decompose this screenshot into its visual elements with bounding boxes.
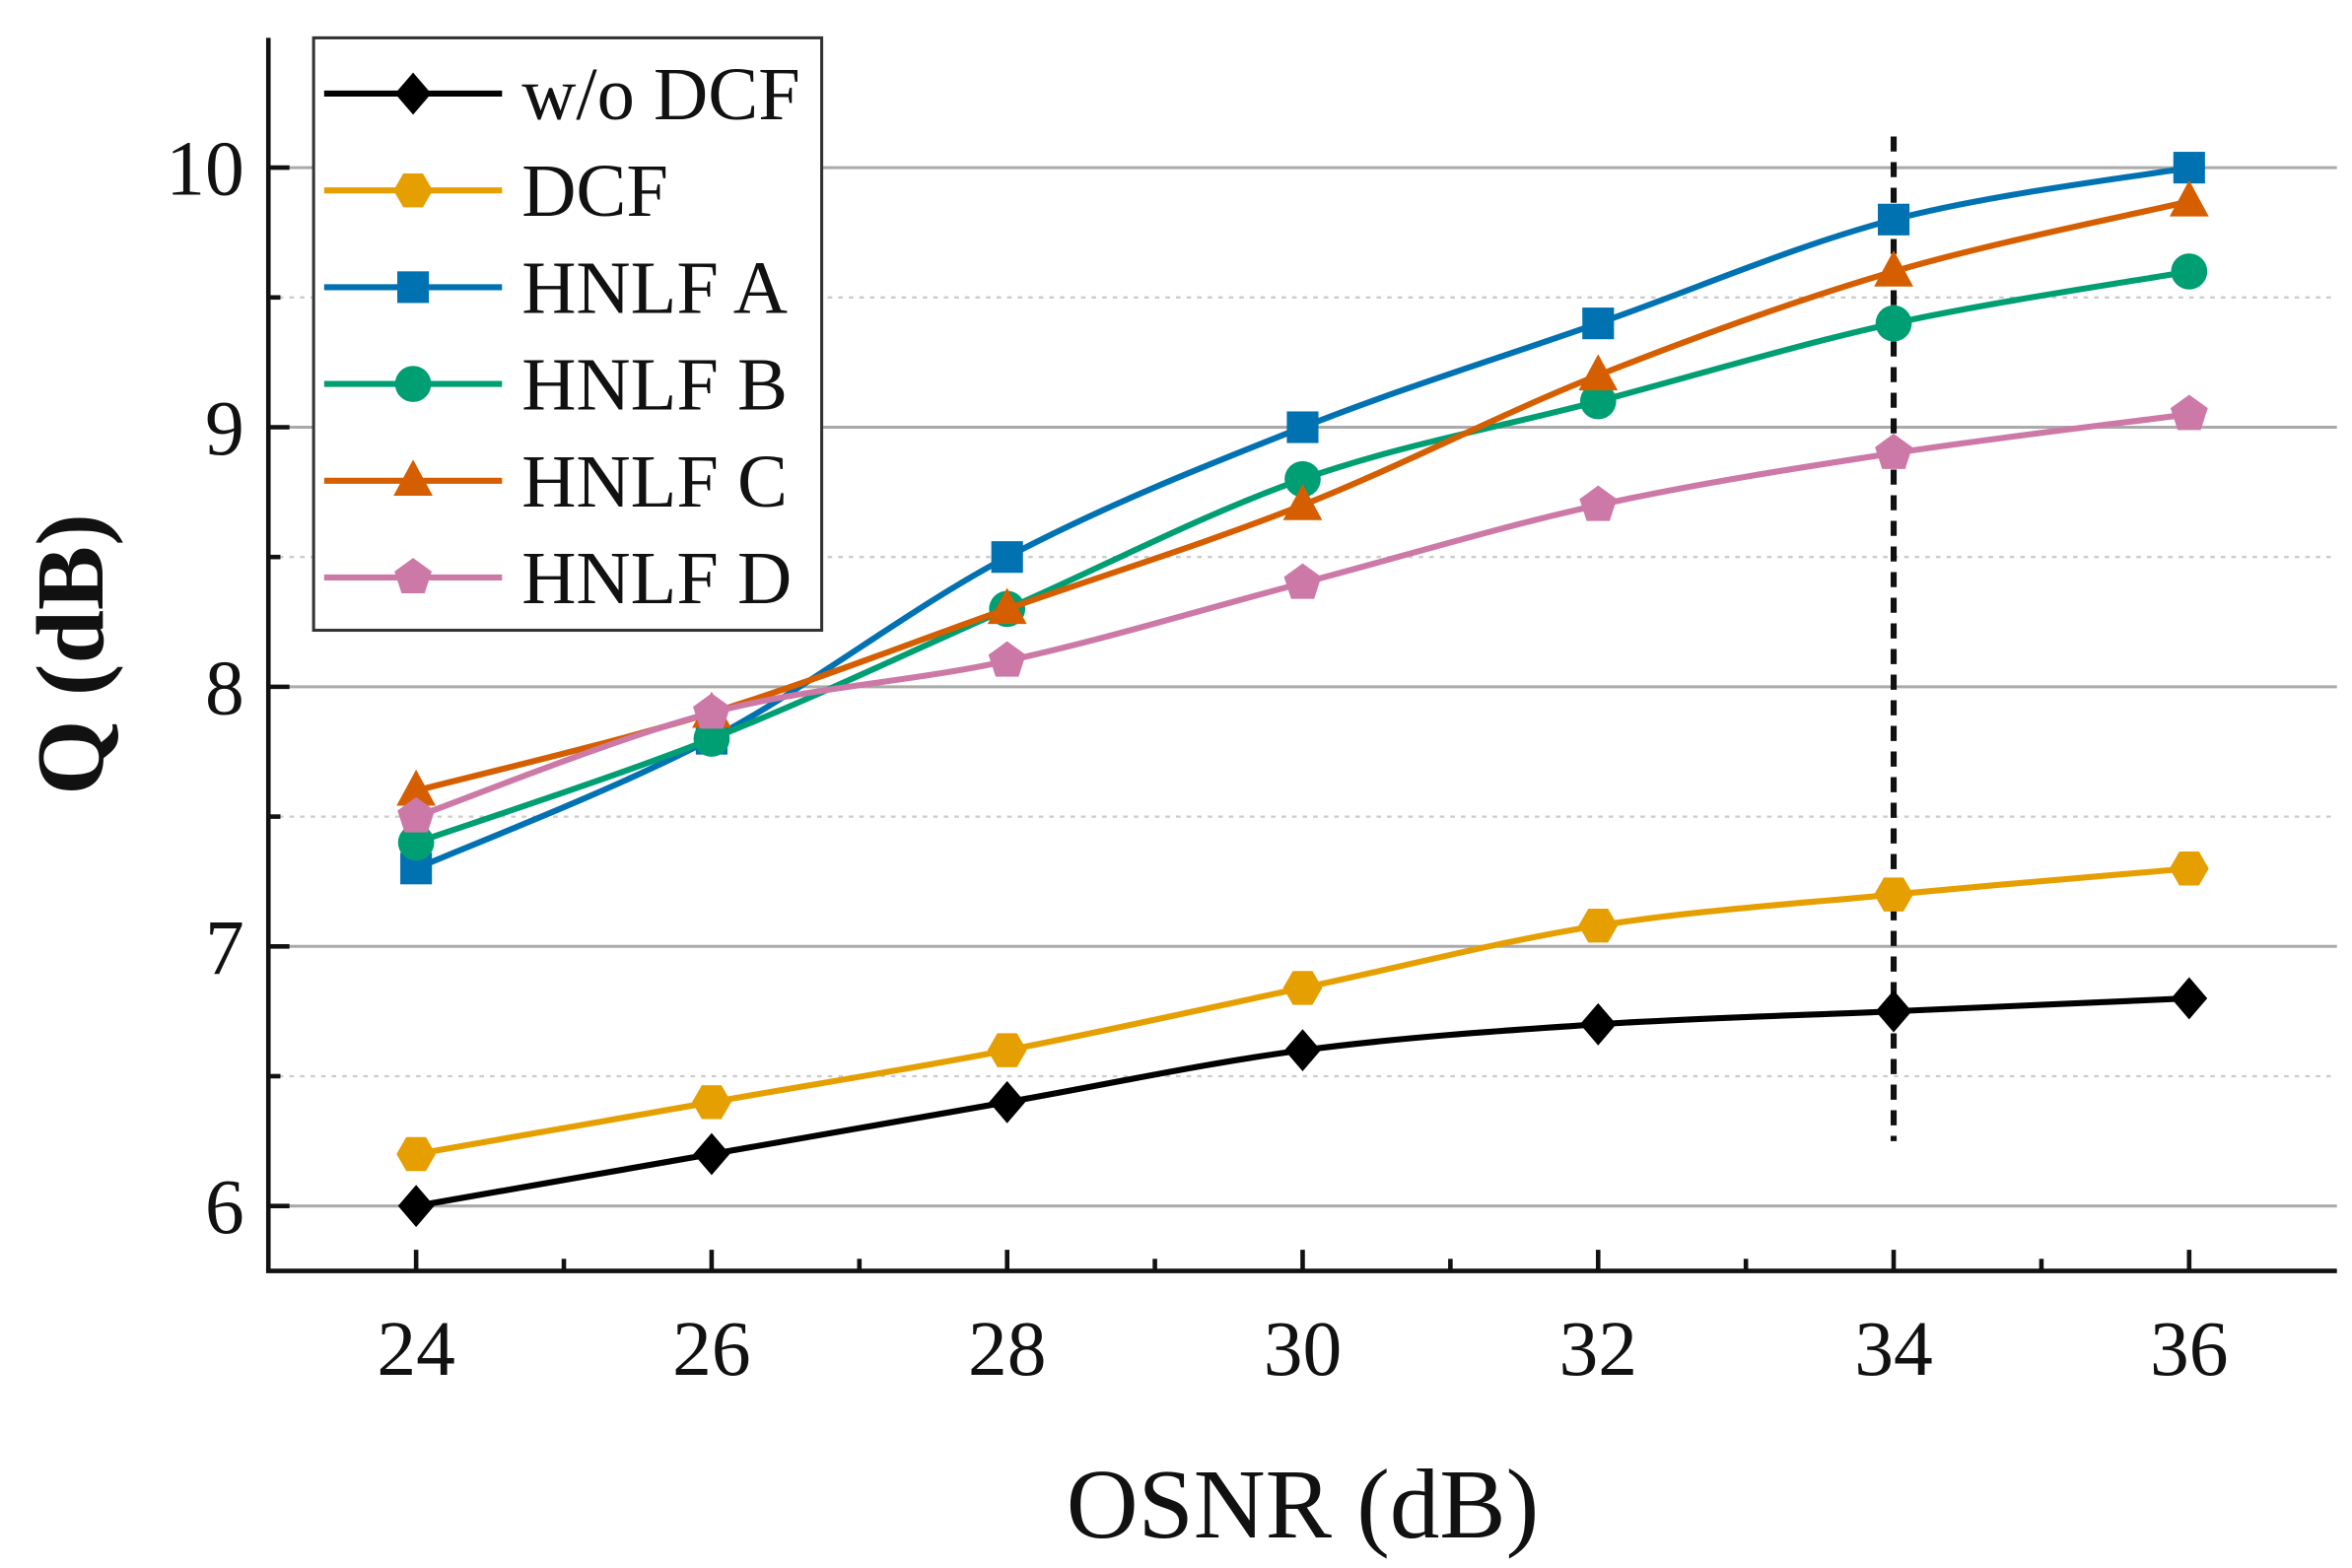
data-point-hnlf-c [1578,354,1619,391]
data-point-hnlf-c [1282,484,1323,520]
legend-marker [397,271,430,304]
legend-label: HNLF A [521,245,788,329]
data-point-hnlf-b [397,824,435,861]
legend-marker [394,366,432,402]
y-tick-label: 10 [166,126,244,213]
data-point-hnlf-d [1875,433,1912,469]
data-point-dcf [692,1085,731,1120]
data-point-w-o-dcf [693,1132,730,1176]
data-point-w-o-dcf [989,1080,1026,1124]
legend-label: w/o DCF [521,52,800,136]
legend-item-hnlf-a: HNLF A [323,245,788,329]
legend-label: HNLF D [521,536,792,620]
series-layer [396,152,2209,1228]
data-point-dcf [396,1136,437,1172]
y-tick-label: 8 [205,645,244,731]
legend-marker [394,558,432,594]
series-dcf [396,852,2209,1172]
series-hnlf-d [397,394,2208,833]
data-point-hnlf-b [1579,382,1617,420]
data-point-w-o-dcf [2171,977,2208,1020]
data-point-hnlf-b [2171,253,2208,290]
series-w-o-dcf [397,977,2208,1228]
legend-marker [393,172,433,208]
data-point-hnlf-b [693,720,730,757]
x-axis-label: OSNR (dB) [1067,1449,1540,1559]
data-point-hnlf-d [2170,394,2208,431]
legend-box [311,35,824,633]
data-point-dcf [1578,908,1619,943]
legend-item-w-o-dcf: w/o DCF [323,52,800,136]
data-point-hnlf-b [1875,305,1912,342]
data-point-hnlf-a [2173,152,2205,184]
data-point-hnlf-c [1874,250,1913,287]
data-point-hnlf-a [1877,203,1910,236]
x-tick-label: 26 [672,1306,751,1393]
data-point-dcf [2169,852,2209,886]
legend-label: DCF [521,149,668,233]
x-tick-label: 34 [1854,1306,1933,1393]
data-point-hnlf-a [1286,411,1319,443]
data-point-hnlf-b [1284,460,1321,498]
x-tick-label: 32 [1558,1306,1637,1393]
legend-item-hnlf-b: HNLF B [323,343,788,427]
legend-item-dcf: DCF [323,149,668,233]
data-point-dcf [987,1033,1027,1067]
legend-item-hnlf-d: HNLF D [323,536,792,620]
legend-label: HNLF C [521,440,788,523]
series-hnlf-b [397,253,2208,861]
legend-marker [393,459,433,497]
data-point-hnlf-a [1582,307,1615,340]
y-axis-label: Q (dB) [18,513,124,795]
legend-label: HNLF B [521,343,788,427]
y-tick-label: 6 [205,1164,244,1251]
x-tick-label: 28 [968,1306,1047,1393]
data-point-hnlf-a [991,541,1023,574]
legend-item-hnlf-c: HNLF C [323,440,788,523]
data-point-hnlf-d [988,641,1026,677]
data-point-w-o-dcf [397,1185,435,1228]
y-tick-label: 9 [205,385,244,472]
data-point-hnlf-d [693,693,730,729]
data-point-hnlf-c [2169,179,2209,217]
data-point-hnlf-c [987,587,1027,625]
data-point-dcf [1282,971,1323,1005]
data-point-hnlf-d [1283,563,1322,599]
data-point-w-o-dcf [1284,1029,1321,1072]
data-point-w-o-dcf [1579,1002,1617,1046]
legend-marker [394,72,432,115]
data-point-hnlf-c [396,769,437,806]
data-point-w-o-dcf [1875,989,1912,1033]
data-point-hnlf-d [1579,485,1618,521]
x-tick-label: 36 [2150,1306,2229,1393]
y-tick-label: 7 [205,905,244,991]
legend: w/o DCF DCF HNLF A HNLF B HNLF C HNLF D [311,35,824,633]
axes: 24 26 28 30 32 34 36 6 7 8 9 10 [166,37,2337,1393]
x-tick-label: 30 [1264,1306,1343,1393]
data-point-hnlf-d [397,796,436,833]
data-point-dcf [1874,877,1913,912]
x-tick-label: 24 [377,1306,455,1393]
